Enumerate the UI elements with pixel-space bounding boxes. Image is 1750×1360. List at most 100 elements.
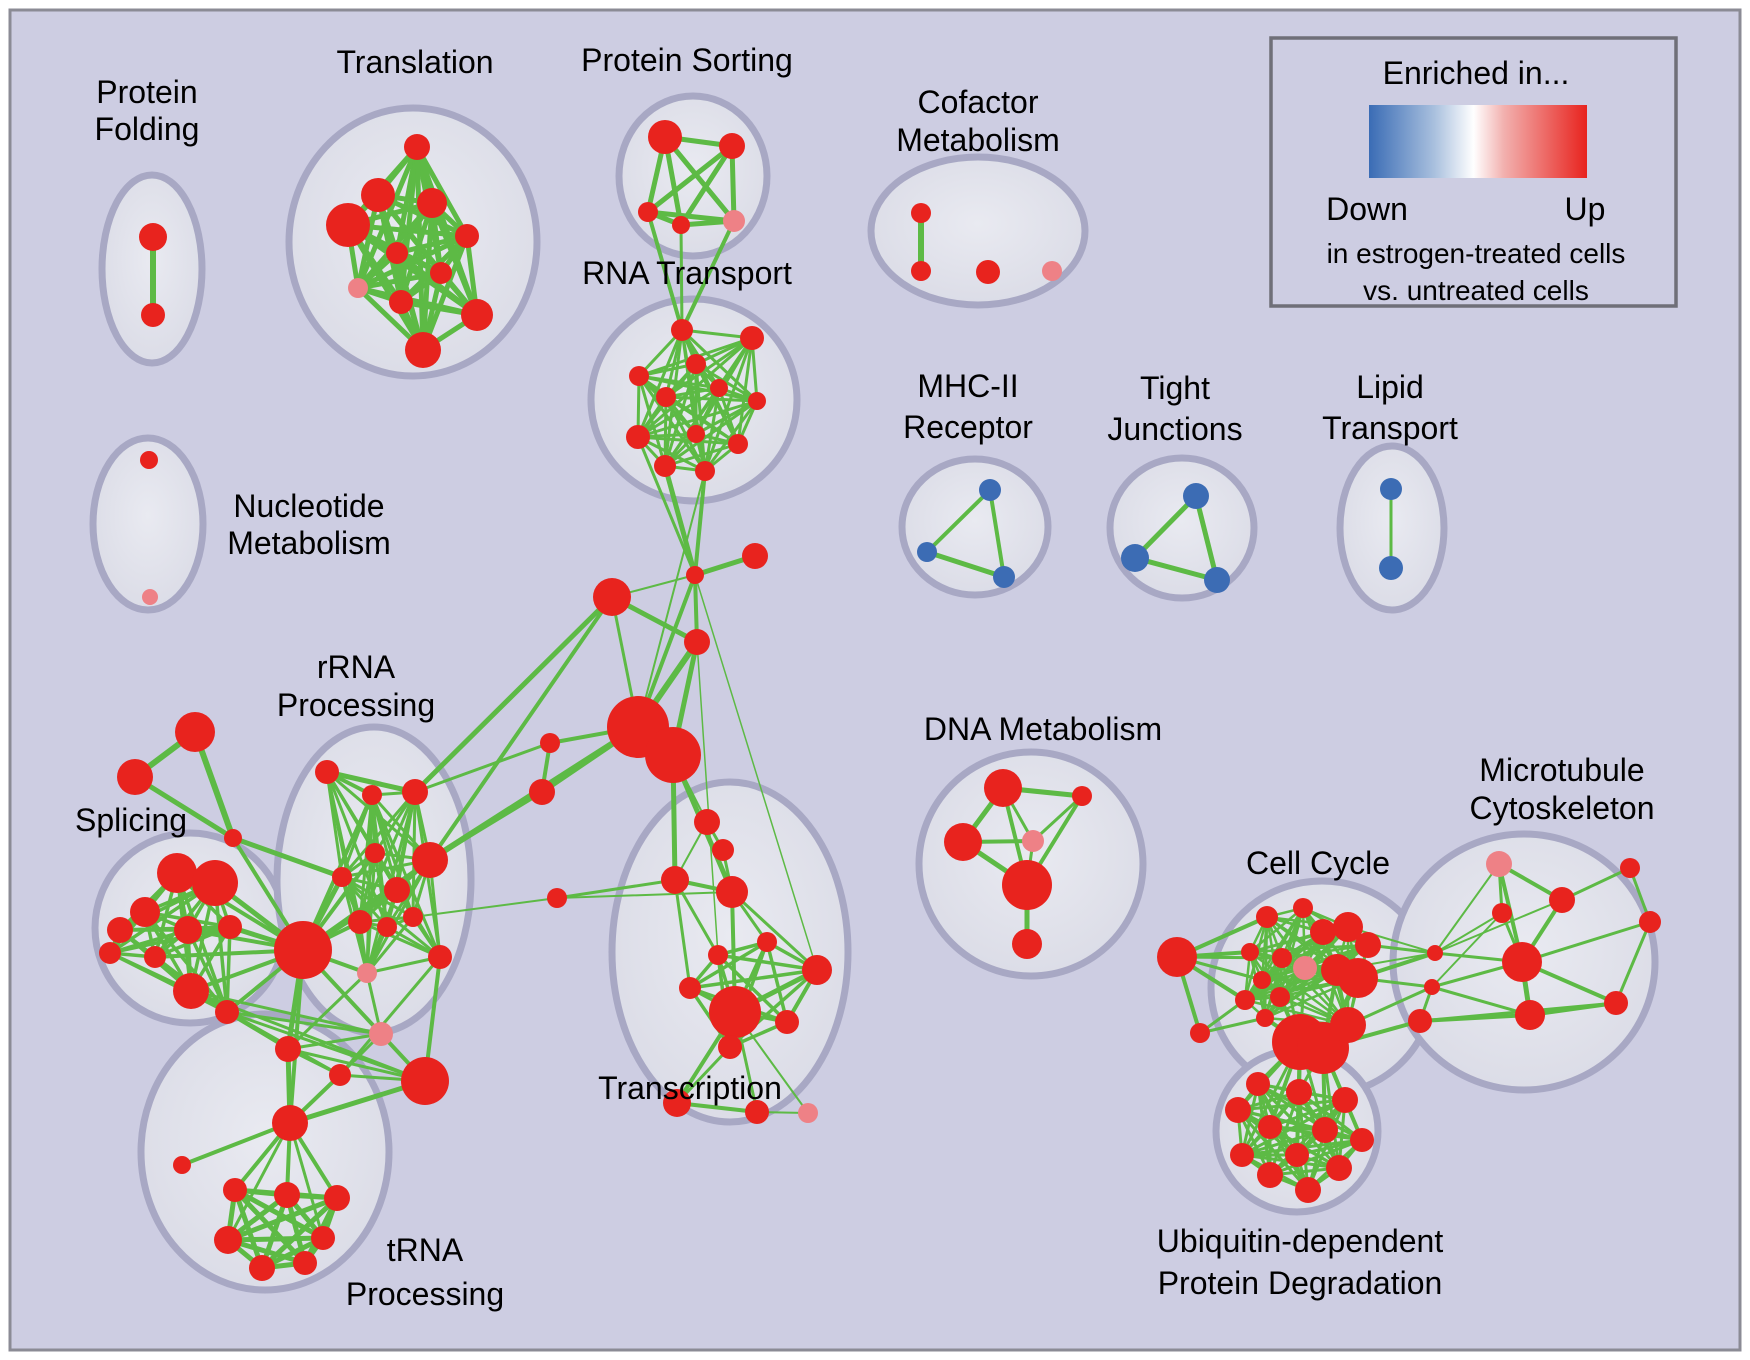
network-node (1157, 937, 1197, 977)
network-edge (286, 971, 369, 1051)
network-node (748, 392, 766, 410)
network-node (710, 379, 728, 397)
network-node (417, 188, 447, 218)
network-edge (1430, 985, 1532, 1017)
network-edge (663, 395, 668, 468)
network-edge (703, 336, 754, 473)
network-node (695, 461, 715, 481)
network-edge (556, 891, 733, 899)
network-node (1042, 261, 1062, 281)
network-node (745, 1100, 769, 1124)
network-node (1486, 851, 1512, 877)
network-node (1272, 948, 1292, 968)
network-node (529, 779, 555, 805)
network-node (663, 1089, 691, 1117)
network-node (626, 425, 650, 449)
network-edge (412, 594, 615, 795)
cluster-label-cofactor-metabolism: Cofactor (918, 84, 1039, 120)
network-node (311, 1226, 335, 1250)
network-node (645, 727, 701, 783)
cluster-label-ubiquitin-degradation: Protein Degradation (1158, 1265, 1443, 1301)
network-edge (1248, 906, 1305, 954)
network-edge (662, 463, 698, 578)
cluster-label-trna-processing: tRNA (387, 1232, 464, 1268)
network-node (1241, 943, 1259, 961)
network-node (1639, 911, 1661, 933)
network-node (1326, 1155, 1352, 1181)
cluster-label-mhc-ii-receptor: Receptor (903, 409, 1033, 445)
network-node (656, 387, 676, 407)
network-node (1338, 958, 1378, 998)
network-edge (664, 336, 754, 399)
network-node (686, 566, 704, 584)
network-edge (1434, 912, 1503, 954)
network-edge (1198, 1016, 1267, 1035)
network-node (1012, 929, 1042, 959)
network-edge (645, 209, 737, 224)
network-node (993, 566, 1015, 588)
network-edge (663, 442, 740, 468)
network-node (712, 839, 734, 861)
network-node (1332, 1087, 1358, 1113)
network-node (917, 542, 937, 562)
network-node (1312, 1117, 1338, 1143)
cluster-ellipse-tight-junctions (1106, 454, 1258, 602)
cluster-label-transcription: Transcription (598, 1070, 782, 1106)
network-edge (180, 1121, 292, 1167)
network-edge (365, 858, 432, 975)
network-node (412, 842, 448, 878)
network-node (130, 897, 160, 927)
network-node (274, 921, 332, 979)
network-node (716, 876, 748, 908)
network-node (911, 203, 931, 223)
network-node (742, 543, 768, 569)
node-layer (99, 120, 1661, 1281)
network-edge (226, 1121, 292, 1242)
network-edge (288, 1121, 325, 1240)
network-edge (703, 399, 759, 473)
network-node (362, 785, 382, 805)
network-node (740, 326, 764, 350)
network-node (686, 354, 706, 374)
network-node (348, 278, 368, 298)
network-edge (730, 890, 819, 972)
network-edge (678, 143, 735, 228)
network-node (141, 303, 165, 327)
network-node (1230, 1143, 1254, 1167)
cluster-ellipse-mhc-ii-receptor (898, 455, 1052, 599)
network-edge (189, 989, 383, 1036)
network-node (326, 203, 370, 247)
network-edge (338, 955, 442, 1077)
network-node (223, 1178, 247, 1202)
network-node (386, 242, 408, 264)
network-edge (637, 374, 667, 468)
network-node (629, 366, 649, 386)
legend: Enriched in... Down Up in estrogen-treat… (1269, 36, 1678, 308)
network-edge (132, 774, 236, 841)
network-node (979, 479, 1001, 501)
network-edge (355, 270, 444, 291)
network-edge (232, 1187, 265, 1271)
network-node (1121, 544, 1149, 572)
network-node (1427, 945, 1443, 961)
network-edge (1132, 493, 1199, 561)
legend-subtitle-line1: in estrogen-treated cells (1327, 238, 1626, 269)
network-node (1355, 932, 1381, 958)
network-edge (1243, 968, 1339, 1002)
network-node (275, 1036, 301, 1062)
network-edge (365, 955, 442, 975)
network-node (723, 210, 745, 232)
network-node (944, 823, 982, 861)
network-node (348, 910, 372, 934)
network-node (654, 455, 676, 477)
network-edge (1347, 926, 1436, 954)
cluster-label-ubiquitin-degradation: Ubiquitin-dependent (1157, 1223, 1444, 1259)
network-edge (1193, 493, 1220, 583)
network-edge (1263, 956, 1284, 1020)
network-node (718, 1035, 742, 1059)
network-node (369, 1022, 393, 1046)
network-node (402, 779, 428, 805)
legend-up-label: Up (1565, 191, 1606, 227)
network-node (315, 760, 339, 784)
